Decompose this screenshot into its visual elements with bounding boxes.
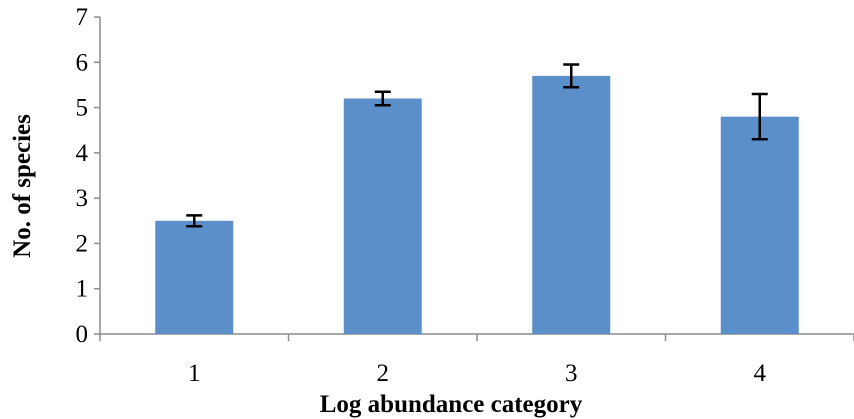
y-tick-label: 1 (76, 276, 89, 303)
bar (155, 220, 234, 334)
x-axis-title: Log abundance category (320, 391, 583, 418)
bar (720, 116, 799, 334)
y-tick-label: 5 (76, 95, 89, 122)
y-tick-label: 0 (76, 321, 89, 348)
plot-area: 0 1 2 3 4 5 6 7 1 2 3 4 (76, 4, 854, 387)
bar (532, 75, 611, 334)
y-tick-label: 4 (76, 140, 89, 167)
y-tick-label: 3 (76, 185, 89, 212)
y-axis-title: No. of species (9, 114, 36, 258)
y-tick-label: 2 (76, 230, 89, 257)
bar (343, 98, 422, 334)
x-tick-label: 3 (565, 360, 578, 387)
x-tick-label: 2 (377, 360, 390, 387)
y-tick-label: 6 (76, 49, 89, 76)
x-tick-label: 4 (754, 360, 767, 387)
y-tick-label: 7 (76, 4, 89, 31)
x-tick-label: 1 (188, 360, 201, 387)
